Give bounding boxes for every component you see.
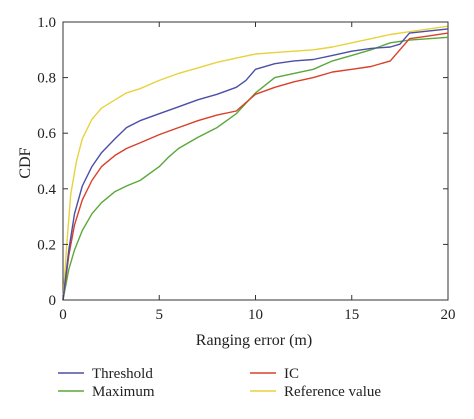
legend-label-maximum: Maximum xyxy=(92,384,155,400)
y-tick-label: 0.4 xyxy=(37,182,56,198)
legend-label-threshold: Threshold xyxy=(92,366,153,382)
x-tick-label: 10 xyxy=(248,307,263,323)
series-line-reference-value xyxy=(62,25,449,301)
legend-label-ic: IC xyxy=(284,366,299,382)
y-axis-label: CDF xyxy=(17,147,34,178)
x-tick-label: 20 xyxy=(441,307,456,323)
y-axis-ticks: 0 0.2 0.4 0.6 0.8 1.0 xyxy=(37,15,448,309)
legend-label-reference-value: Reference value xyxy=(284,384,381,400)
y-tick-label: 0.6 xyxy=(37,126,56,142)
series-line-threshold xyxy=(62,28,449,301)
y-tick-label: 0.8 xyxy=(37,71,56,87)
x-tick-label: 5 xyxy=(156,307,164,323)
x-axis-label: Ranging error (m) xyxy=(196,332,312,349)
y-tick-label: 0.2 xyxy=(37,237,56,253)
plot-area xyxy=(62,21,449,301)
series-line-ic xyxy=(62,32,449,301)
y-tick-label: 1.0 xyxy=(37,15,56,31)
x-tick-label: 0 xyxy=(59,307,67,323)
series-line-maximum xyxy=(62,36,449,301)
x-tick-label: 15 xyxy=(344,307,359,323)
plot-frame xyxy=(62,21,449,301)
legend: Threshold IC Maximum Reference value xyxy=(58,366,381,400)
y-tick-label: 0 xyxy=(49,293,57,309)
x-axis-ticks: 0 5 10 15 20 xyxy=(59,22,456,323)
